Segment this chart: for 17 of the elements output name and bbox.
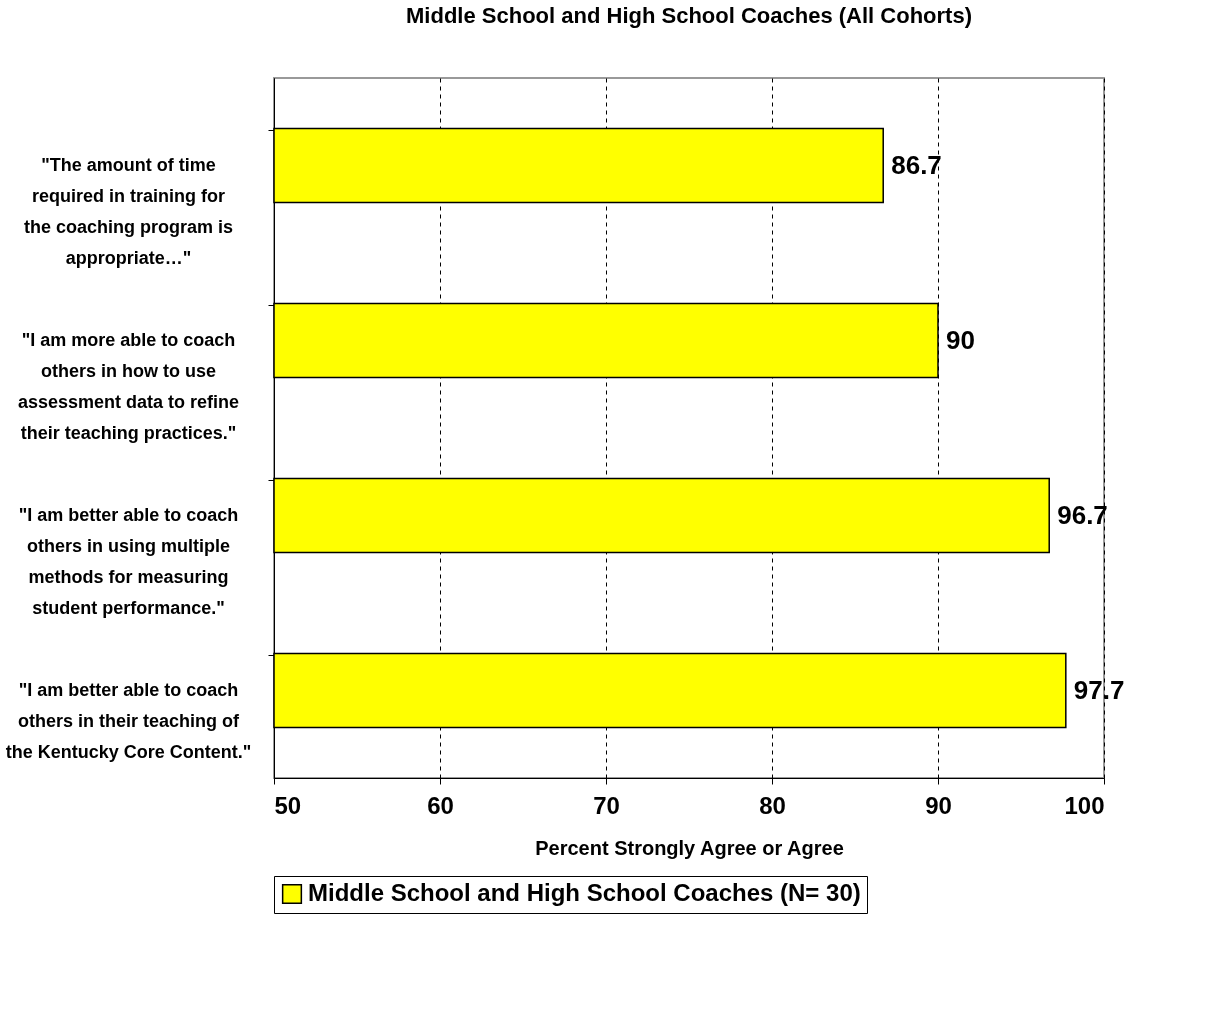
- data-label: 90: [946, 324, 975, 355]
- data-label: 97.7: [1073, 674, 1125, 705]
- x-tick-label: 100: [1064, 791, 1105, 819]
- y-tick-label: "I am more able to coach others in how to use assessment data to refine their teaching practices.": [17, 329, 240, 443]
- x-tick-label: 60: [427, 791, 454, 819]
- y-tick-label: "The amount of time required in training for the coaching program is appropriate…": [23, 154, 234, 268]
- data-label: 86.7: [891, 149, 942, 180]
- legend-label: Middle School and High School Coaches (N= 30): [308, 879, 861, 906]
- y-tick-label: "I am better able to coach others in using multiple methods for measuring student performance.": [18, 504, 239, 618]
- x-tick-label: 50: [274, 791, 302, 819]
- x-tick-label: 90: [925, 791, 952, 819]
- x-axis-title: Percent Strongly Agree or Agree: [535, 836, 844, 859]
- x-tick-label: 80: [759, 791, 786, 819]
- data-label: 96.7: [1057, 499, 1108, 530]
- x-tick-label: 70: [593, 791, 620, 819]
- y-tick-label: "I am better able to coach others in their teaching of the Kentucky Core Content.": [5, 679, 252, 762]
- chart-title: Middle School and High School Coaches (All Cohorts): [406, 3, 972, 28]
